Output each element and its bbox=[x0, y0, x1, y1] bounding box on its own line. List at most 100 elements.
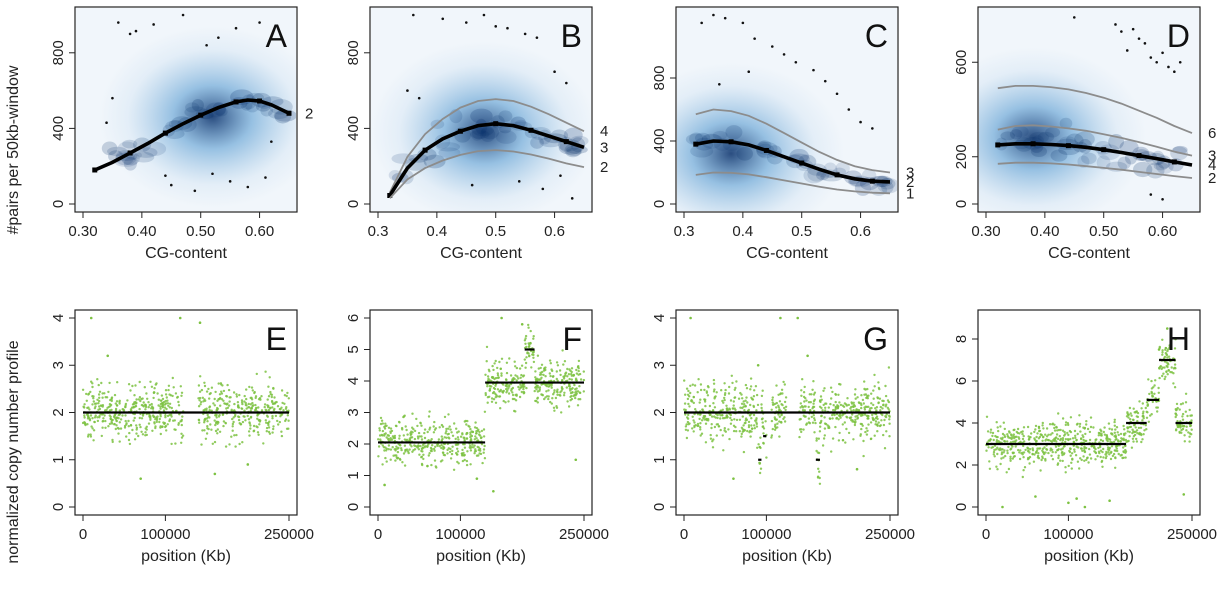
panel-h-profile-point bbox=[1146, 404, 1149, 407]
panel-h-profile-point bbox=[1057, 412, 1060, 415]
panel-h-profile-point bbox=[1001, 448, 1004, 451]
panel-g-profile-point bbox=[758, 471, 762, 475]
panel-e-profile-point bbox=[100, 434, 104, 438]
panel-g-profile-point bbox=[799, 402, 802, 405]
panel-f-profile-point bbox=[492, 390, 496, 394]
panel-f-profile-point bbox=[540, 383, 543, 386]
panel-e-profile-point bbox=[138, 416, 141, 420]
panel-h-profile-point bbox=[1187, 431, 1190, 434]
panel-e-profile-point bbox=[101, 419, 105, 423]
panel-c-outlier-point bbox=[712, 13, 715, 17]
panel-b-density-blob bbox=[495, 130, 517, 144]
panel-e-profile-point bbox=[230, 408, 233, 411]
panel-g-profile-point bbox=[692, 430, 695, 433]
panel-g-profile-point bbox=[706, 385, 710, 388]
panel-g-profile-point bbox=[744, 405, 747, 408]
panel-h-profile-point bbox=[1174, 415, 1177, 419]
panel-c-outlier-point bbox=[812, 68, 815, 72]
panel-e-profile-point bbox=[179, 385, 182, 388]
panel-f-profile-point bbox=[440, 443, 443, 447]
panel-h-profile-point bbox=[1081, 449, 1084, 452]
panel-h-profile-point bbox=[1061, 438, 1065, 442]
panel-e-profile-point bbox=[165, 396, 168, 399]
panel-c-outlier-point bbox=[770, 45, 774, 48]
panel-h-profile-point bbox=[1006, 433, 1009, 436]
panel-f-profile-point bbox=[566, 400, 569, 403]
panel-e-profile-point bbox=[144, 408, 147, 411]
panel-g-profile-point bbox=[831, 390, 834, 394]
panel-f-profile-point bbox=[451, 449, 454, 453]
panel-d-outlier-point bbox=[1120, 30, 1123, 33]
panel-e-profile-point bbox=[87, 406, 90, 409]
panel-e-profile-point bbox=[166, 402, 170, 405]
panel-h-profile-point bbox=[1175, 409, 1178, 412]
panel-e-profile-point bbox=[252, 424, 256, 428]
panel-g-profile-point bbox=[758, 461, 761, 464]
panel-h-profile-point bbox=[1141, 412, 1145, 415]
panel-h-profile-point bbox=[1010, 433, 1013, 436]
panel-f-profile-point bbox=[470, 439, 473, 442]
panel-f-profile-point bbox=[414, 444, 417, 448]
panel-h-profile-point bbox=[1088, 430, 1092, 434]
panel-e-profile-point bbox=[98, 396, 101, 399]
panel-g-profile-point bbox=[686, 416, 689, 419]
panel-g-profile-point bbox=[867, 405, 870, 408]
panel-c-plot-area bbox=[677, 8, 897, 211]
panel-a-density-blob bbox=[260, 104, 274, 117]
panel-g-profile-point bbox=[750, 396, 753, 399]
panel-f-profile-point bbox=[524, 334, 528, 338]
panel-h-profile-point bbox=[1107, 422, 1111, 425]
panel-h-profile-point bbox=[1083, 445, 1086, 448]
panel-g-profile-point bbox=[691, 415, 694, 418]
panel-g-profile-point bbox=[803, 385, 806, 389]
panel-e-profile-point bbox=[231, 422, 235, 426]
panel-g-profile-point bbox=[697, 424, 700, 427]
panel-f-profile-point bbox=[531, 353, 534, 356]
panel-h-profile-point bbox=[1061, 429, 1065, 432]
panel-f-profile-point bbox=[516, 375, 519, 378]
panel-e-profile-point bbox=[282, 409, 285, 412]
panel-f-profile-point bbox=[484, 373, 487, 376]
panel-f-profile-point bbox=[462, 443, 465, 446]
panel-f-profile-point bbox=[381, 429, 385, 433]
panel-g-outlier-point bbox=[855, 467, 859, 471]
panel-g-profile-point bbox=[761, 421, 764, 424]
panel-h-profile-point bbox=[1185, 429, 1188, 432]
panel-b-density-blob bbox=[566, 147, 582, 157]
panel-h-profile-point bbox=[1132, 418, 1135, 422]
panel-grid: 2A0.30 0.40 0.50 0.600400800CG-content432B0… bbox=[50, 6, 1217, 565]
panel-e-profile-point bbox=[89, 414, 93, 417]
panel-e-profile-point bbox=[265, 426, 269, 430]
panel-e-profile-point bbox=[233, 402, 236, 406]
panel-g-profile-point bbox=[728, 407, 731, 410]
panel-e-profile-point bbox=[159, 415, 162, 418]
panel-h-profile-point bbox=[1150, 413, 1153, 416]
panel-e-profile-point bbox=[105, 396, 109, 399]
panel-g-profile-point bbox=[744, 417, 748, 420]
panel-f-profile-point bbox=[418, 453, 421, 456]
panel-g-profile-point bbox=[775, 384, 778, 387]
panel-h-profile-point bbox=[1015, 435, 1018, 438]
panel-e-profile-point bbox=[83, 421, 87, 425]
panel-e-profile-point bbox=[124, 419, 127, 423]
panel-h-profile-point bbox=[991, 434, 994, 438]
panel-f-profile-point bbox=[534, 386, 537, 389]
panel-h-profile-point bbox=[1056, 437, 1060, 441]
panel-c-state-label: 2 bbox=[906, 174, 914, 191]
panel-b-x-tick-label: 0.5 bbox=[485, 223, 506, 240]
panel-h-profile-point bbox=[989, 438, 992, 441]
panel-g-profile-point bbox=[690, 399, 693, 403]
panel-e-y-tick-label: 0 bbox=[50, 503, 67, 511]
panel-f-profile-point bbox=[514, 399, 518, 402]
panel-h-profile-point bbox=[1063, 452, 1066, 455]
panel-h-profile-point bbox=[1006, 451, 1009, 455]
panel-c-letter: C bbox=[865, 18, 888, 54]
panel-e-profile-point bbox=[273, 407, 276, 411]
panel-e-plot-area bbox=[81, 316, 290, 480]
panel-c-outlier-point bbox=[847, 108, 851, 111]
panel-h-profile-point bbox=[1113, 420, 1116, 424]
panel-f-profile-point bbox=[475, 432, 478, 435]
panel-g-profile-point bbox=[735, 418, 739, 422]
